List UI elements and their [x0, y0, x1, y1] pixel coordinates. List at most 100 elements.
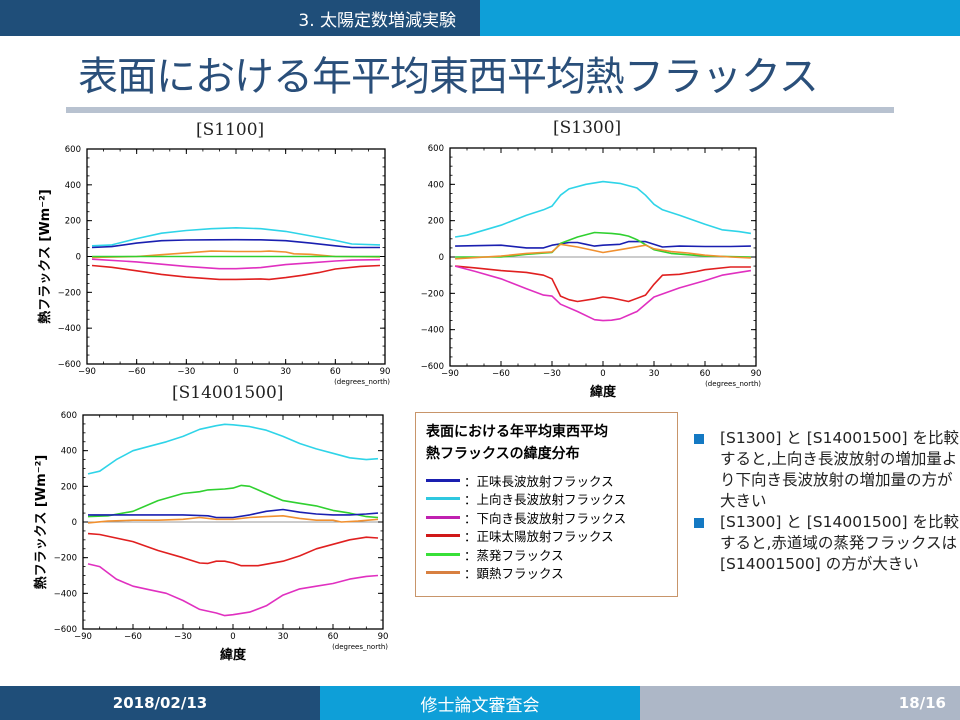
- note-item: [S1300] と [S14001500] を比較すると,上向き長波放射の増加量…: [690, 428, 960, 512]
- legend-title-line2: 熱フラックスの緯度分布: [426, 446, 580, 462]
- x-tick-label: −30: [177, 367, 195, 377]
- chart-title-s1300: [S1300]: [553, 118, 622, 138]
- legend-swatch: [426, 571, 460, 575]
- x-tick-label: −30: [543, 369, 561, 379]
- series-line: [91, 238, 380, 249]
- footer-date: 2018/02/13: [0, 686, 320, 720]
- x-unit-label: (degrees_north): [334, 378, 390, 386]
- legend-item: ：蒸発フラックス: [426, 545, 667, 564]
- series-line: [87, 423, 379, 475]
- series-line: [91, 258, 381, 270]
- x-unit-label: (degrees_north): [332, 643, 388, 651]
- x-tick-label: 60: [330, 367, 341, 377]
- footer-page-number: 18/16: [640, 686, 960, 720]
- y-tick-label: 400: [428, 180, 444, 190]
- y-tick-label: −400: [58, 324, 81, 334]
- series-line: [87, 484, 379, 519]
- y-tick-label: −400: [54, 589, 77, 599]
- legend-item: ：顕熱フラックス: [426, 564, 667, 583]
- note-text: [S1300] と [S14001500] を比較すると,赤道域の蒸発フラックス…: [720, 513, 959, 573]
- series-line: [455, 243, 751, 260]
- y-tick-label: −400: [421, 326, 444, 336]
- section-title-bar: 3. 太陽定数増減実験: [0, 0, 480, 36]
- legend-label: ：顕熱フラックス: [464, 566, 564, 582]
- title-divider: [66, 107, 894, 113]
- legend-item: ：下向き長波放射フラックス: [426, 508, 667, 527]
- legend-swatch: [426, 515, 460, 519]
- notes-list: [S1300] と [S14001500] を比較すると,上向き長波放射の増加量…: [690, 428, 960, 575]
- y-tick-label: 400: [65, 181, 81, 191]
- legend-swatch: [426, 534, 460, 538]
- x-tick-label: 30: [280, 367, 291, 377]
- y-tick-label: −600: [54, 625, 77, 635]
- y-tick-label: 600: [61, 411, 77, 421]
- series-line: [87, 532, 379, 567]
- series-line: [455, 240, 751, 249]
- x-axis-label: 緯度: [590, 384, 617, 400]
- y-tick-label: 200: [65, 217, 81, 227]
- legend-label: ：蒸発フラックス: [464, 547, 564, 563]
- series-line: [91, 250, 381, 259]
- y-tick-label: −200: [58, 288, 81, 298]
- y-tick-label: −200: [54, 554, 77, 564]
- y-axis-label: 熱フラックス [Wm⁻²]: [37, 189, 53, 323]
- x-tick-label: 30: [649, 369, 660, 379]
- y-tick-label: 200: [61, 482, 77, 492]
- y-tick-label: 0: [439, 253, 444, 263]
- series-line: [454, 265, 752, 322]
- y-tick-label: 400: [61, 447, 77, 457]
- series-line: [455, 265, 751, 303]
- series-line: [87, 514, 379, 524]
- legend-item: ：正味太陽放射フラックス: [426, 527, 667, 546]
- legend-label: ：下向き長波放射フラックス: [464, 510, 627, 526]
- x-tick-label: −30: [174, 632, 192, 642]
- y-tick-label: −600: [58, 360, 81, 370]
- legend-swatch: [426, 497, 460, 501]
- legend-label: ：正味太陽放射フラックス: [464, 529, 614, 545]
- x-tick-label: 90: [751, 369, 762, 379]
- y-tick-label: 200: [428, 217, 444, 227]
- x-tick-label: −60: [128, 367, 146, 377]
- square-bullet-icon: [694, 518, 704, 528]
- header-accent-bar: [480, 0, 960, 36]
- x-unit-label: (degrees_north): [705, 380, 761, 388]
- note-text: [S1300] と [S14001500] を比較すると,上向き長波放射の増加量…: [720, 429, 959, 510]
- series-line: [454, 180, 752, 238]
- x-tick-label: −90: [74, 632, 92, 642]
- y-tick-label: 600: [428, 144, 444, 154]
- y-tick-label: −200: [421, 289, 444, 299]
- x-tick-label: −90: [78, 367, 96, 377]
- note-item: [S1300] と [S14001500] を比較すると,赤道域の蒸発フラックス…: [690, 512, 960, 575]
- legend-label: ：正味長波放射フラックス: [464, 473, 614, 489]
- chart-title-s14001500: [S14001500]: [172, 383, 284, 403]
- y-axis-label: 熱フラックス [Wm⁻²]: [33, 455, 49, 589]
- section-header: 3. 太陽定数増減実験: [0, 0, 960, 36]
- legend-swatch: [426, 552, 460, 556]
- x-tick-label: 0: [233, 367, 238, 377]
- x-tick-label: 60: [328, 632, 339, 642]
- chart-title-s1100: [S1100]: [196, 120, 265, 140]
- x-tick-label: 90: [378, 632, 389, 642]
- y-tick-label: 600: [65, 145, 81, 155]
- x-tick-label: 30: [278, 632, 289, 642]
- legend-item: ：正味長波放射フラックス: [426, 471, 667, 490]
- legend-title-line1: 表面における年平均東西平均: [426, 424, 608, 440]
- legend-item: ：上向き長波放射フラックス: [426, 490, 667, 509]
- y-tick-label: 0: [76, 253, 81, 263]
- x-tick-label: 60: [700, 369, 711, 379]
- legend-label: ：上向き長波放射フラックス: [464, 492, 627, 508]
- legend-box: 表面における年平均東西平均 熱フラックスの緯度分布 ：正味長波放射フラックス ：…: [415, 412, 678, 597]
- series-line: [91, 264, 381, 281]
- y-tick-label: 0: [72, 518, 77, 528]
- series-line: [88, 508, 379, 519]
- footer: 2018/02/13 修士論文審査会 18/16: [0, 686, 960, 720]
- series-line: [87, 563, 379, 617]
- x-tick-label: 0: [230, 632, 235, 642]
- x-tick-label: 0: [600, 369, 605, 379]
- y-tick-label: −600: [421, 362, 444, 372]
- footer-event: 修士論文審査会: [320, 686, 640, 720]
- legend-swatch: [426, 478, 460, 482]
